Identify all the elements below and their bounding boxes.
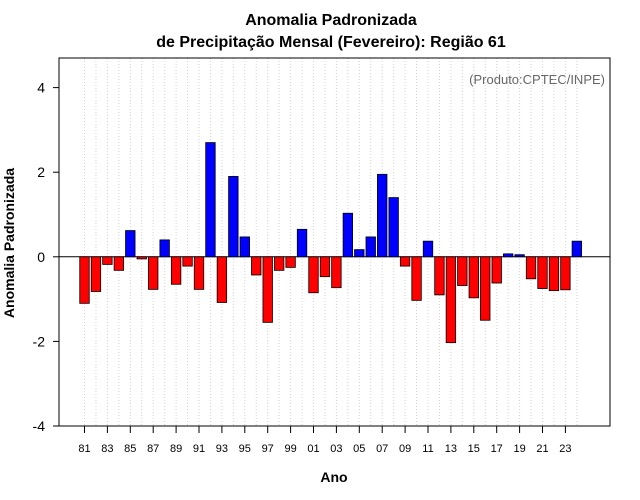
bar-07	[377, 173, 388, 258]
chart-subtitle: de Precipitação Mensal (Fevereiro): Regi…	[156, 34, 506, 51]
bar-16	[480, 256, 491, 321]
x-tick-label: 23	[559, 443, 571, 455]
chart-annotation: (Produto:CPTEC/INPE)	[469, 72, 605, 87]
bar-15	[468, 256, 479, 299]
bar-90	[182, 256, 193, 267]
bar-21	[537, 256, 548, 289]
bar-10	[411, 256, 422, 301]
bar-00	[296, 228, 308, 258]
grid-lines	[84, 58, 578, 426]
x-tick-label: 97	[262, 443, 274, 455]
y-tick-label: 4	[37, 80, 45, 96]
x-axis: 81 83 85 87 89 91 93 95 97 99 01 03 05 07 09 11 13 15 17 19…	[78, 426, 572, 455]
x-tick-label: 89	[170, 443, 182, 455]
x-tick-label: 03	[330, 443, 342, 455]
bar-91	[193, 256, 205, 290]
bar-08	[388, 197, 399, 258]
bar-95	[239, 236, 250, 258]
bar-09	[399, 256, 411, 267]
bar-93	[216, 256, 228, 303]
bar-96	[251, 256, 262, 276]
x-tick-label: 95	[239, 443, 251, 455]
y-axis: -4 -2 0 2 4	[33, 80, 59, 434]
x-tick-label: 17	[491, 443, 503, 455]
y-tick-label: -2	[33, 333, 46, 349]
bar-83	[102, 256, 113, 265]
bar-84	[113, 256, 124, 271]
bar-85	[125, 230, 136, 258]
bar-88	[159, 239, 170, 258]
bar-02	[319, 256, 331, 278]
x-tick-label: 11	[422, 443, 433, 455]
y-tick-label: 2	[37, 164, 45, 180]
bar-11	[422, 240, 434, 258]
bar-13	[445, 256, 457, 344]
bar-98	[273, 256, 285, 271]
x-tick-label: 87	[147, 443, 159, 455]
x-tick-label: 83	[101, 443, 113, 455]
x-tick-label: 85	[124, 443, 136, 455]
bar-18	[502, 253, 514, 258]
bar-01	[308, 256, 319, 294]
x-tick-label: 91	[193, 443, 205, 455]
x-tick-label: 05	[353, 443, 365, 455]
bar-17	[491, 256, 502, 284]
bar-97	[262, 256, 273, 323]
x-tick-label: 01	[307, 443, 319, 455]
bar-04	[342, 212, 354, 258]
bar-94	[228, 176, 239, 258]
x-tick-label: 21	[536, 443, 548, 455]
y-tick-label: 0	[37, 249, 45, 265]
bar-19	[514, 254, 525, 258]
x-tick-label: 99	[284, 443, 296, 455]
bar-89	[170, 256, 182, 285]
bar-05	[354, 249, 365, 258]
plot-frame	[58, 57, 611, 427]
x-tick-label: 09	[399, 443, 411, 455]
bar-03	[331, 256, 342, 289]
bar-23	[560, 256, 571, 291]
bar-22	[548, 256, 560, 292]
x-axis-label: Ano	[320, 469, 347, 485]
bar-20	[525, 256, 537, 280]
bar-99	[285, 256, 296, 268]
y-axis-label: Anomalia Padronizada	[1, 168, 17, 318]
y-tick-label: -4	[33, 418, 46, 434]
bar-87	[148, 256, 159, 290]
bar-81	[79, 256, 90, 304]
bar-12	[434, 256, 445, 296]
bar-06	[365, 236, 376, 258]
bar-82	[90, 256, 102, 292]
x-tick-label: 93	[216, 443, 228, 455]
bars	[79, 142, 582, 344]
x-tick-label: 15	[468, 443, 480, 455]
x-tick-label: 19	[513, 443, 525, 455]
chart-title: Anomalia Padronizada	[245, 12, 417, 29]
bar-14	[457, 256, 468, 286]
bar-24	[571, 240, 582, 258]
x-tick-label: 07	[376, 443, 388, 455]
x-tick-label: 13	[445, 443, 457, 455]
bar-86	[136, 256, 147, 260]
x-tick-label: 81	[78, 443, 90, 455]
bar-92	[205, 142, 216, 258]
